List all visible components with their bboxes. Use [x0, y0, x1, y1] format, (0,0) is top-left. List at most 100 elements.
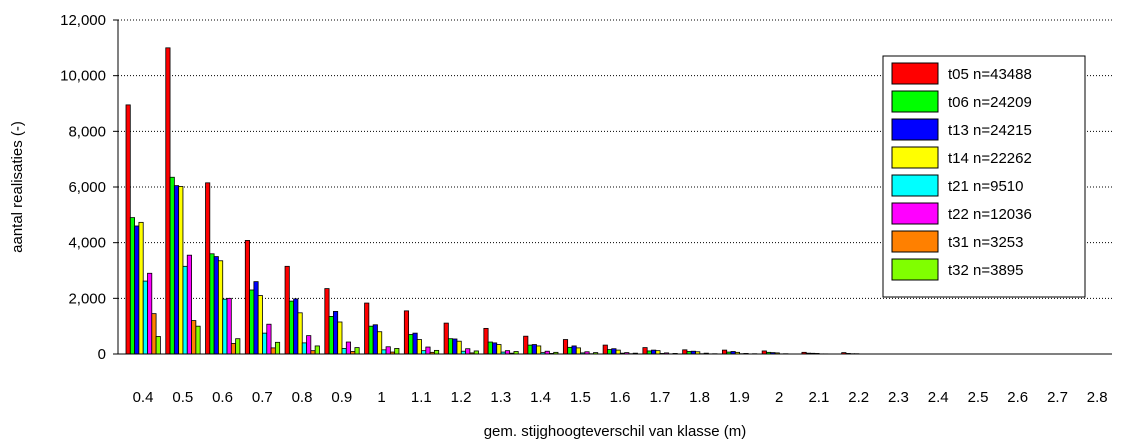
bar-t05-0.6 — [205, 182, 211, 355]
bar-t32-0.7 — [274, 341, 281, 355]
bar-t21-0.6 — [222, 298, 228, 355]
bar-t14-0.7 — [257, 295, 263, 355]
legend-label: t06 n=24209 — [948, 94, 1032, 111]
bar-t13-1.5 — [571, 345, 577, 355]
bar-t21-1 — [381, 349, 387, 355]
bar-t06-1.4 — [527, 344, 533, 355]
bar-t22-1.1 — [425, 346, 431, 355]
x-tick-label: 0.6 — [212, 389, 233, 406]
bar-t05-1 — [364, 302, 370, 355]
bar-t06-1.3 — [487, 341, 493, 355]
y-tick-label: 10,000 — [60, 68, 106, 85]
bar-t13-1.1 — [412, 332, 418, 355]
x-tick-label: 0.9 — [331, 389, 352, 406]
bar-t05-0.9 — [324, 288, 330, 355]
x-tick-label: 0.8 — [292, 389, 313, 406]
x-tick-label: 0.4 — [133, 389, 154, 406]
x-tick-label: 0.7 — [252, 389, 273, 406]
bar-t13-1 — [372, 324, 378, 355]
bar-t21-0.4 — [142, 280, 148, 355]
x-ticks: 0.4 0.5 0.6 0.7 0.8 0.9 1 1.1 1.2 1.3 1.4 1.5 1.6 1.7… — [133, 389, 1108, 406]
bar-t06-0.6 — [209, 253, 215, 355]
bar-t06-1 — [368, 325, 374, 355]
legend-label: t21 n=9510 — [948, 178, 1024, 195]
bar-t05-1.4 — [523, 335, 529, 355]
y-axis-title: aantal realisaties (-) — [9, 121, 26, 253]
bar-t14-0.4 — [138, 221, 144, 355]
bar-t05-1.7 — [642, 347, 648, 355]
legend-label: t14 n=22262 — [948, 150, 1032, 167]
bar-t06-0.9 — [328, 316, 334, 355]
legend-swatch — [891, 146, 939, 169]
bar-t06-1.2 — [447, 338, 454, 355]
y-ticks: 0 2,000 4,000 6,000 8,000 10,000 12,000 — [60, 12, 118, 363]
legend-swatch — [891, 174, 939, 197]
bar-t21-0.5 — [182, 265, 188, 355]
y-tick-label: 12,000 — [60, 12, 106, 29]
x-tick-label: 1.3 — [490, 389, 511, 406]
bar-t13-0.4 — [134, 225, 140, 355]
legend-swatch — [891, 230, 939, 253]
x-tick-label: 2.3 — [888, 389, 909, 406]
bar-t21-0.8 — [301, 342, 307, 355]
bar-t13-0.9 — [332, 311, 339, 355]
x-tick-label: 1.1 — [411, 389, 432, 406]
legend-swatch — [891, 202, 939, 225]
bar-t05-0.5 — [165, 47, 171, 355]
bar-t05-0.7 — [244, 240, 250, 355]
bar-t32-1 — [394, 348, 400, 355]
bar-t05-1.8 — [682, 349, 688, 355]
bar-t21-0.7 — [262, 332, 268, 355]
x-tick-label: 1.9 — [729, 389, 750, 406]
x-tick-label: 1.6 — [610, 389, 631, 406]
bar-t05-1.6 — [602, 344, 608, 355]
bar-t31-0.4 — [151, 313, 157, 355]
legend-label: t32 n=3895 — [948, 262, 1024, 279]
y-tick-label: 2,000 — [68, 290, 106, 307]
bar-t32-0.6 — [235, 338, 241, 355]
bar-t32-0.5 — [195, 325, 201, 355]
bar-t14-0.5 — [178, 186, 184, 355]
bar-t05-1.9 — [722, 349, 728, 355]
bar-t32-0.9 — [354, 347, 360, 355]
bar-t22-1.2 — [465, 348, 471, 355]
bar-t06-1.6 — [607, 349, 613, 355]
bar-t13-0.7 — [253, 281, 259, 355]
x-tick-label: 1.8 — [689, 389, 710, 406]
bar-t22-1.3 — [504, 350, 511, 355]
legend-swatch — [891, 62, 939, 85]
bar-t31-0.6 — [230, 343, 237, 355]
bar-t31-0.5 — [191, 320, 197, 355]
bar-t14-0.8 — [297, 312, 303, 355]
bar-t14-1 — [377, 331, 383, 355]
y-tick-label: 6,000 — [68, 179, 106, 196]
bar-t06-0.7 — [249, 289, 255, 355]
legend-label: t13 n=24215 — [948, 122, 1032, 139]
bar-t06-0.4 — [129, 217, 136, 355]
y-tick-label: 0 — [98, 346, 106, 363]
bar-t14-0.6 — [218, 260, 224, 355]
x-tick-label: 2.8 — [1087, 389, 1108, 406]
bar-t05-0.8 — [284, 265, 290, 355]
bar-t14-1.5 — [575, 347, 581, 355]
bar-t32-0.8 — [314, 345, 320, 355]
legend-swatch — [891, 118, 939, 141]
x-tick-label: 1 — [377, 389, 385, 406]
x-tick-label: 2.5 — [968, 389, 989, 406]
x-tick-label: 2 — [775, 389, 783, 406]
x-tick-label: 2.4 — [928, 389, 949, 406]
x-axis-title: gem. stijghoogteverschil van klasse (m) — [484, 423, 747, 440]
bar-t14-1.1 — [416, 339, 422, 355]
bar-t32-1.1 — [434, 349, 440, 355]
x-tick-label: 2.7 — [1047, 389, 1068, 406]
x-tick-label: 2.6 — [1007, 389, 1028, 406]
bar-t06-1.5 — [567, 346, 573, 355]
x-tick-label: 1.5 — [570, 389, 591, 406]
x-tick-label: 0.5 — [172, 389, 193, 406]
bar-t32-0.4 — [155, 336, 161, 355]
bar-t22-0.7 — [266, 323, 272, 355]
bar-t22-0.8 — [306, 335, 312, 355]
bar-t05-1.2 — [443, 322, 449, 355]
bar-t14-1.2 — [456, 340, 462, 355]
